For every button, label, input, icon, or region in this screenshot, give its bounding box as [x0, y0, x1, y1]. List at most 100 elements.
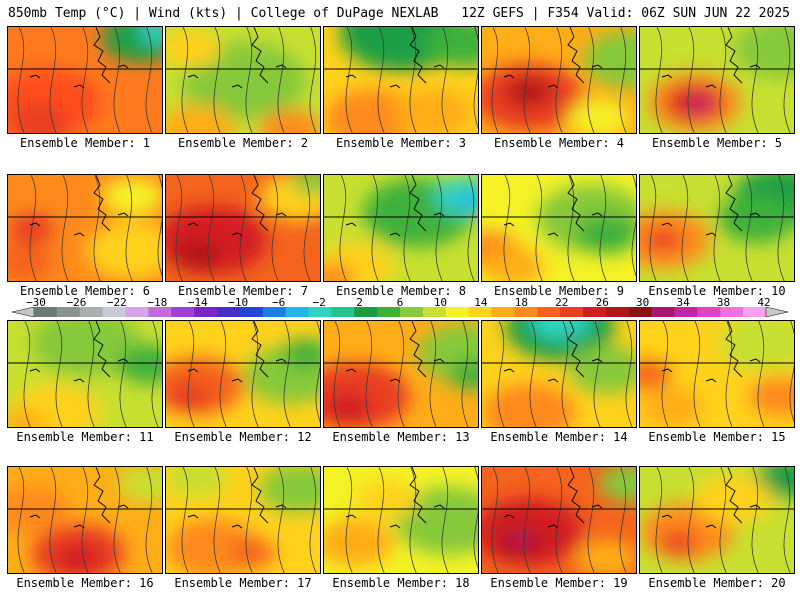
temperature-blob: [324, 263, 356, 281]
temperature-blob: [583, 30, 636, 89]
height-contour: [251, 321, 259, 427]
temperature-field-map: [166, 321, 320, 427]
temperature-blob: [733, 27, 794, 78]
ensemble-map-panel-4: [481, 26, 637, 134]
colorbar-segment: [514, 307, 538, 317]
colorbar-tick-label: −10: [228, 296, 249, 309]
temperature-blob: [54, 544, 102, 573]
height-contour: [151, 321, 159, 427]
height-contour: [309, 27, 317, 133]
temperature-blob: [355, 479, 418, 519]
wind-barb: [661, 514, 673, 519]
height-contour: [145, 467, 153, 573]
colorbar-tick-label: 2: [356, 296, 363, 309]
temperature-blob: [599, 467, 636, 503]
colorbar-segment: [171, 307, 195, 317]
wind-barb: [187, 222, 199, 227]
colorbar-segment: [445, 307, 470, 317]
height-contour: [403, 175, 411, 281]
ensemble-member-label: Ensemble Member: 7: [177, 284, 309, 298]
temperature-blob: [694, 475, 773, 524]
wind-barb: [749, 64, 761, 69]
temperature-field-map: [482, 27, 636, 133]
ensemble-map-panel-14: [481, 320, 637, 428]
temperature-field-map: [8, 321, 162, 427]
temperature-colorbar: [12, 307, 788, 317]
colorbar-tick-label: 18: [514, 296, 528, 309]
wind-barb: [547, 232, 559, 237]
temperature-blob: [394, 89, 473, 133]
height-contour: [783, 467, 791, 573]
colorbar-segment: [560, 307, 584, 317]
ensemble-member-label: Ensemble Member: 5: [651, 136, 783, 150]
colorbar-tick-label: −22: [106, 296, 127, 309]
wind-barb: [547, 378, 559, 383]
colorbar-segment: [422, 307, 447, 317]
height-contour: [181, 27, 189, 133]
height-contour: [239, 175, 247, 281]
colorbar-segment: [56, 307, 81, 317]
temperature-blob: [259, 467, 320, 513]
temperature-field-map: [482, 321, 636, 427]
height-contour: [245, 27, 253, 133]
temperature-field-map: [8, 175, 162, 281]
colorbar-segment: [308, 307, 332, 317]
coastline: [567, 321, 585, 378]
ensemble-map-panel-19: [481, 466, 637, 574]
colorbar-segment: [468, 307, 492, 317]
wind-barb: [73, 378, 85, 383]
height-contour: [555, 467, 563, 573]
height-contour: [535, 175, 543, 281]
wind-barb: [231, 84, 243, 89]
temperature-blob: [166, 382, 213, 412]
height-contour: [157, 175, 162, 277]
temperature-blob: [718, 321, 794, 372]
height-contour: [789, 321, 794, 423]
ensemble-map-panel-16: [7, 466, 163, 574]
wind-barb: [275, 504, 287, 509]
temperature-blob: [749, 377, 794, 417]
temperature-blob: [324, 89, 418, 133]
chart-title-left: 850mb Temp (°C) | Wind (kts) | College o…: [8, 6, 439, 21]
temperature-field-map: [482, 467, 636, 573]
height-contour: [213, 27, 221, 133]
height-contour: [339, 175, 347, 281]
height-contour: [125, 175, 133, 281]
colorbar-tick-label: 38: [716, 296, 731, 309]
colorbar-segment: [79, 307, 104, 317]
height-contour: [271, 175, 279, 281]
height-contour: [61, 175, 69, 281]
height-contour: [719, 467, 727, 573]
temperature-blob: [283, 338, 320, 368]
wind-barb: [705, 524, 717, 529]
wind-barb: [231, 378, 243, 383]
wind-barb: [749, 212, 761, 217]
height-contour: [23, 321, 31, 427]
height-contour: [277, 27, 285, 133]
wind-barb: [345, 368, 357, 373]
wind-barb: [73, 524, 85, 529]
temperature-field-map: [640, 321, 794, 427]
wind-barb: [187, 74, 199, 79]
colorbar-segment: [331, 307, 355, 317]
colorbar-right-arrow: [765, 307, 788, 317]
wind-barb: [661, 368, 673, 373]
temperature-field-map: [324, 175, 478, 281]
colorbar-labels: −30 −26 −22 −18 −14 −10 −6 −2 2 6 10 14 18 22 26 30 34 38…: [0, 296, 800, 309]
wind-barb: [275, 212, 287, 217]
height-contour: [409, 467, 417, 573]
height-contour: [631, 175, 636, 277]
temperature-blob: [166, 29, 221, 69]
ensemble-map-panel-17: [165, 466, 321, 574]
wind-barb: [705, 378, 717, 383]
wind-barb: [231, 524, 243, 529]
wind-barb: [117, 504, 129, 509]
coastline: [567, 27, 585, 84]
height-contour: [497, 321, 505, 427]
temperature-blob: [567, 99, 631, 133]
ensemble-member-label: Ensemble Member: 1: [19, 136, 151, 150]
ensemble-map-panel-3: [323, 26, 479, 134]
height-contour: [687, 467, 695, 573]
coastline: [725, 321, 743, 378]
ensemble-map-panel-12: [165, 320, 321, 428]
